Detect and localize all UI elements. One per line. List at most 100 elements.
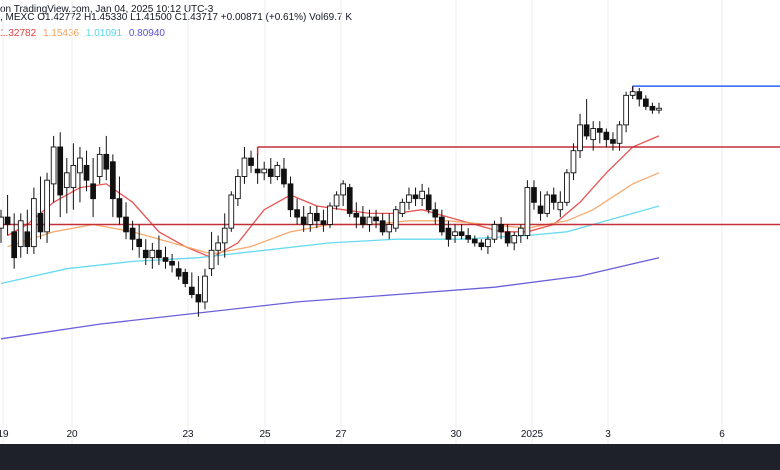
ma-line-2 (7, 172, 660, 255)
x-tick-label: 27 (335, 429, 347, 440)
candle-up (564, 172, 570, 203)
candle-up (452, 231, 458, 236)
candle-up (623, 94, 629, 126)
candle-down (24, 231, 31, 248)
header-change: +0.00871 (+0.61%) (220, 12, 307, 23)
time-axis: 19 20 23 25 27 30 2025 3 6 (0, 429, 725, 440)
x-tick-label: 25 (259, 429, 271, 440)
candle-down (11, 231, 18, 259)
candle-up (517, 227, 524, 236)
candle-up (366, 216, 373, 225)
candle-down (360, 216, 366, 225)
candle-up (406, 194, 412, 203)
x-tick-label: 2025 (521, 429, 544, 440)
x-tick-label: 19 (0, 429, 9, 440)
candle-up (215, 242, 221, 251)
candle-down (498, 224, 504, 233)
candle-down (596, 128, 603, 133)
header-high: H1.45330 (83, 12, 128, 23)
ma-value-1: 1.32782 (0, 28, 37, 39)
candle-up (208, 249, 215, 270)
candle-down (4, 216, 11, 225)
candle-up (261, 168, 268, 174)
ma-value-3: 1.01091 (85, 28, 123, 39)
candle-up (77, 157, 83, 174)
candle-up (524, 187, 531, 236)
x-tick-label: 23 (182, 429, 194, 440)
ma-value-4: 0.80940 (128, 28, 165, 39)
candle-up (327, 205, 333, 225)
candle-up (307, 212, 314, 225)
candle-up (235, 176, 241, 200)
candle-down (123, 216, 129, 233)
candle-up (96, 153, 103, 177)
candle-down (537, 205, 544, 214)
candle-down (248, 157, 254, 166)
candle-down (471, 238, 478, 244)
candle-down (57, 146, 64, 196)
candle-down (254, 168, 261, 174)
candle-down (465, 235, 472, 240)
candle-up (616, 124, 623, 144)
candle-up (241, 157, 248, 177)
candle-up (491, 224, 498, 240)
candle-up (340, 183, 347, 196)
candle-down (169, 260, 175, 266)
candle-up (386, 224, 393, 233)
candle-down (412, 194, 419, 200)
candle-down (110, 161, 116, 200)
candle-down (320, 220, 327, 225)
candle-down (287, 183, 294, 211)
candle-down (294, 209, 300, 218)
x-tick-label: 20 (66, 429, 78, 440)
candle-down (531, 187, 537, 203)
candle-up (0, 216, 4, 229)
candle-down (142, 249, 149, 259)
candle-down (346, 187, 353, 214)
candle-up (50, 146, 57, 185)
candle-down (445, 227, 452, 240)
candle-up (419, 190, 425, 200)
header-volume: Vol69.7 K (309, 12, 352, 23)
candle-down (353, 212, 360, 218)
candle-down (478, 242, 485, 248)
candle-down (458, 231, 465, 236)
candle-down (267, 168, 274, 177)
ma-line-4 (0, 257, 660, 340)
x-tick-label: 3 (605, 429, 611, 440)
candle-up (17, 220, 24, 248)
chart-header-ohlc: on TradingView.com, Jan 04, 2025 10:12 U… (0, 4, 217, 15)
candle-up (274, 164, 281, 177)
candle-up (31, 198, 37, 248)
candle-down (610, 139, 616, 144)
candle-up (399, 201, 406, 214)
candle-up (485, 238, 491, 248)
candle-down (195, 294, 202, 303)
x-tick-label: 30 (450, 429, 462, 440)
candle-down (103, 153, 110, 170)
candle-down (603, 131, 610, 141)
candle-down (642, 98, 649, 107)
header-low: L1.41500 (130, 12, 172, 23)
candle-up (44, 179, 50, 233)
candle-down (583, 124, 590, 137)
candle-up (392, 209, 399, 229)
candle-down (379, 220, 386, 233)
header-open: O1.42772 (37, 12, 82, 23)
header-source: on TradingView.com, Jan 04, 2025 10:12 U… (0, 4, 214, 15)
candle-down (162, 257, 169, 262)
candle-up (570, 150, 577, 174)
candle-down (156, 249, 162, 259)
candles (0, 86, 662, 317)
candle-down (636, 91, 643, 100)
price-chart[interactable] (0, 0, 780, 444)
time-axis-bar (0, 444, 780, 470)
candle-down (129, 227, 136, 240)
candle-up (333, 194, 340, 207)
candle-down (83, 164, 90, 181)
candle-down (313, 212, 320, 222)
candle-up (544, 194, 550, 214)
candle-down (300, 216, 307, 225)
ma-legend: 1.32782 1.15436 1.01091 0.80940 (0, 28, 169, 39)
candle-up (577, 124, 583, 152)
